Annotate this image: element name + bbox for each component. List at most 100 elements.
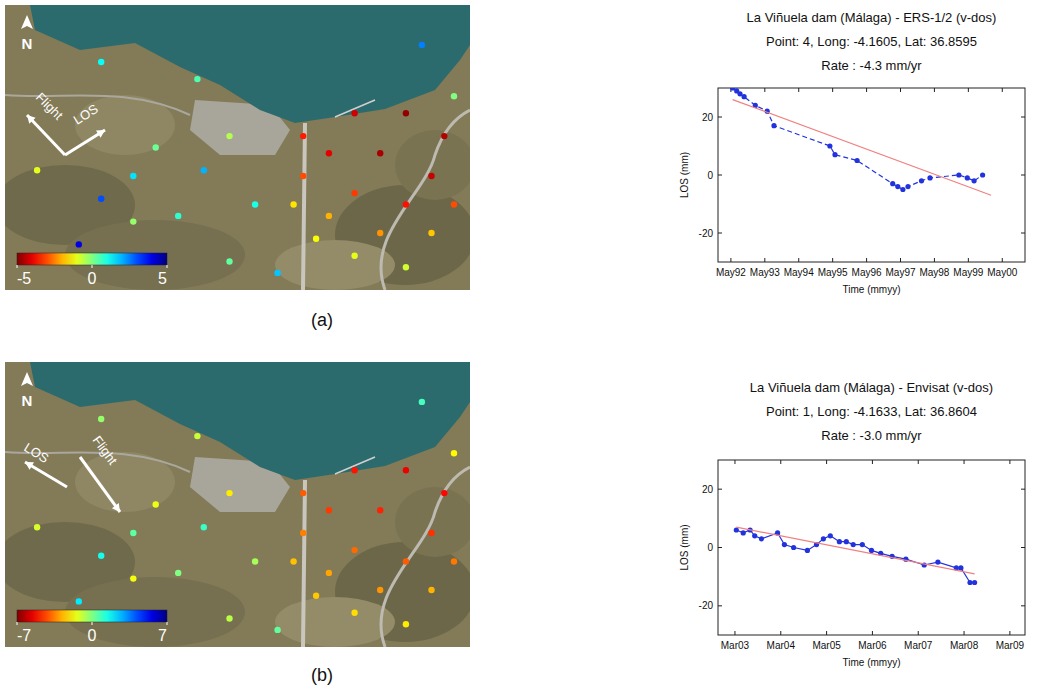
data-point: [860, 542, 865, 547]
data-point: [771, 123, 776, 128]
y-tick-label: -20: [699, 228, 714, 239]
ps-point: [290, 201, 296, 207]
terrain-patch: [275, 240, 395, 290]
y-tick: [1021, 489, 1025, 490]
colorbar-label: 0: [88, 627, 97, 644]
data-point: [967, 580, 972, 585]
data-point: [828, 533, 833, 538]
data-point: [832, 152, 837, 157]
map-panel: NFlightLOS-505: [0, 5, 475, 290]
data-point: [752, 533, 757, 538]
data-point: [791, 545, 796, 550]
ps-point: [441, 133, 447, 139]
reservoir: [30, 5, 470, 123]
x-tick: [934, 88, 935, 92]
ps-point: [201, 167, 207, 173]
ps-point: [194, 433, 200, 439]
x-tick-label: Mar05: [812, 640, 841, 651]
colorbar-tick: [92, 622, 93, 625]
x-tick-label: May00: [987, 267, 1017, 278]
panel-label: (b): [311, 665, 333, 685]
ps-point: [34, 524, 40, 530]
series-line: [733, 88, 983, 190]
x-tick: [1002, 88, 1003, 92]
flight-label: Flight: [33, 90, 66, 123]
arrow-head: [27, 115, 36, 124]
data-point: [956, 172, 961, 177]
x-tick: [832, 88, 833, 92]
colorbar-label: -7: [17, 627, 31, 644]
ps-point: [300, 173, 306, 179]
ps-point: [326, 150, 332, 156]
chart: La Viñuela dam (Málaga) - ERS-1/2 (v-dos…: [679, 10, 1025, 295]
direction-arrow: [25, 462, 67, 487]
data-point: [919, 178, 924, 183]
colorbar-tick: [167, 622, 168, 625]
arrow-head: [25, 462, 34, 470]
map-panel: NLOSFlight-707: [0, 362, 475, 647]
arrow-head: [96, 130, 105, 138]
ps-point: [351, 547, 357, 553]
x-tick: [764, 258, 765, 262]
x-tick-label: May94: [784, 267, 814, 278]
ps-point: [153, 501, 159, 507]
road: [303, 123, 305, 290]
x-tick-label: May97: [885, 267, 915, 278]
x-tick: [832, 258, 833, 262]
x-tick: [826, 460, 827, 464]
plot-data: [730, 88, 991, 195]
ps-point: [351, 110, 357, 116]
x-tick-label: Mar07: [904, 640, 933, 651]
ps-point: [76, 598, 82, 604]
ps-point: [377, 587, 383, 593]
data-point: [855, 158, 860, 163]
colorbar-tick: [17, 265, 18, 268]
y-tick-label: 20: [702, 112, 714, 123]
ps-point: [130, 218, 136, 224]
arrow-head: [112, 503, 120, 512]
ps-point: [194, 76, 200, 82]
ps-point: [98, 59, 104, 65]
x-tick-label: Mar04: [767, 640, 796, 651]
chart-subtitle: Point: 4, Long: -4.1605, Lat: 36.8595: [766, 34, 977, 49]
data-point: [741, 530, 746, 535]
pier: [335, 457, 375, 474]
ps-point: [313, 593, 319, 599]
ps-point: [34, 167, 40, 173]
x-tick: [764, 88, 765, 92]
ps-point: [441, 490, 447, 496]
data-point: [927, 175, 932, 180]
direction-arrow: [65, 130, 105, 155]
data-point: [895, 184, 900, 189]
ps-point: [377, 150, 383, 156]
y-tick: [1021, 175, 1025, 176]
ps-point: [428, 173, 434, 179]
ps-point: [451, 558, 457, 564]
los-label: LOS: [71, 101, 101, 128]
x-tick: [826, 631, 827, 635]
x-tick: [734, 460, 735, 464]
series-line: [736, 527, 974, 574]
ps-point: [351, 610, 357, 616]
data-point: [759, 536, 764, 541]
colorbar-label: 0: [88, 270, 97, 287]
points: [34, 42, 457, 276]
figure: NFlightLOS-505NLOSFlight-707(a)(b)La Viñ…: [0, 0, 1037, 688]
x-tick: [934, 258, 935, 262]
x-tick-label: Mar06: [858, 640, 887, 651]
data-point: [734, 527, 739, 532]
north-arrow: [21, 15, 33, 29]
y-axis-title: LOS (mm): [679, 524, 690, 570]
y-tick: [1021, 605, 1025, 606]
ps-point: [351, 467, 357, 473]
ps-point: [351, 190, 357, 196]
ps-point: [451, 201, 457, 207]
chart-title: La Viñuela dam (Málaga) - Envisat (v-dos…: [750, 380, 993, 395]
map-background: [5, 5, 470, 290]
x-tick: [798, 88, 799, 92]
x-tick: [964, 460, 965, 464]
panel-label: (a): [311, 310, 333, 330]
y-tick: [1021, 233, 1025, 234]
colorbar-tick: [167, 265, 168, 268]
y-tick-label: 20: [702, 484, 714, 495]
